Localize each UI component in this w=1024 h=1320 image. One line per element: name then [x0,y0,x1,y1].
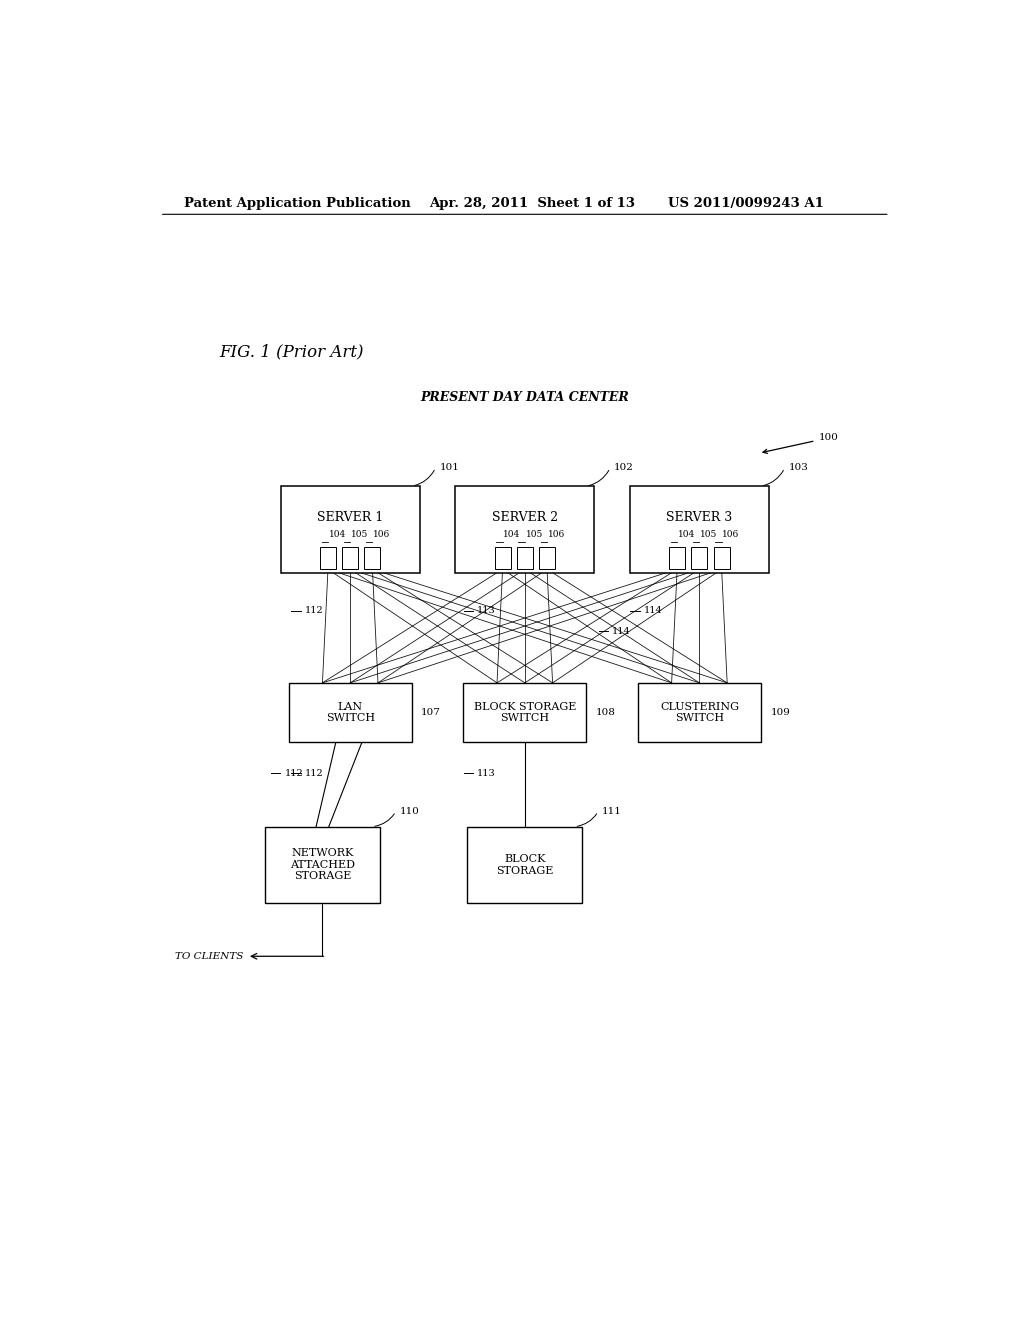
Text: 106: 106 [548,529,565,539]
Text: 104: 104 [329,529,346,539]
Text: SERVER 3: SERVER 3 [667,511,732,524]
Bar [638,682,761,742]
Text: 113: 113 [477,606,496,615]
Text: US 2011/0099243 A1: US 2011/0099243 A1 [668,197,823,210]
Text: TO CLIENTS: TO CLIENTS [175,952,243,961]
Text: 113: 113 [477,768,496,777]
Text: 106: 106 [373,529,390,539]
Text: SERVER 1: SERVER 1 [317,511,383,524]
Bar [670,546,685,569]
Text: 106: 106 [722,529,739,539]
Text: 104: 104 [678,529,695,539]
Text: 112: 112 [285,768,303,777]
Bar [539,546,555,569]
Text: 114: 114 [612,627,631,635]
Bar [365,546,380,569]
Text: 109: 109 [770,708,791,717]
Text: 103: 103 [788,463,809,473]
Text: Apr. 28, 2011  Sheet 1 of 13: Apr. 28, 2011 Sheet 1 of 13 [430,197,636,210]
Text: FIG. 1 (Prior Art): FIG. 1 (Prior Art) [219,343,364,360]
Bar [342,546,358,569]
Text: 105: 105 [525,529,543,539]
Bar [289,682,412,742]
Text: PRESENT DAY DATA CENTER: PRESENT DAY DATA CENTER [421,391,629,404]
Bar [265,826,380,903]
Text: BLOCK
STORAGE: BLOCK STORAGE [496,854,554,875]
Text: 101: 101 [439,463,460,473]
Text: Patent Application Publication: Patent Application Publication [183,197,411,210]
Text: CLUSTERING
SWITCH: CLUSTERING SWITCH [659,701,739,723]
Text: 107: 107 [421,708,441,717]
Bar [691,546,708,569]
Text: SERVER 2: SERVER 2 [492,511,558,524]
Bar [495,546,511,569]
Text: 111: 111 [602,807,622,816]
Text: 110: 110 [399,807,420,816]
Text: 102: 102 [614,463,634,473]
Text: LAN
SWITCH: LAN SWITCH [326,701,375,723]
Text: BLOCK STORAGE
SWITCH: BLOCK STORAGE SWITCH [474,701,575,723]
Bar [714,546,729,569]
Bar [456,486,594,573]
Text: 100: 100 [763,433,839,453]
Text: 105: 105 [700,529,718,539]
Text: 114: 114 [644,606,663,615]
Text: NETWORK
ATTACHED
STORAGE: NETWORK ATTACHED STORAGE [290,849,355,882]
Bar [281,486,420,573]
Bar [463,682,587,742]
Text: 112: 112 [305,768,324,777]
Bar [630,486,769,573]
Text: 105: 105 [351,529,369,539]
Text: 112: 112 [305,606,324,615]
Bar [321,546,336,569]
Text: 108: 108 [596,708,615,717]
Bar [467,826,583,903]
Text: 104: 104 [504,529,520,539]
Bar [517,546,532,569]
